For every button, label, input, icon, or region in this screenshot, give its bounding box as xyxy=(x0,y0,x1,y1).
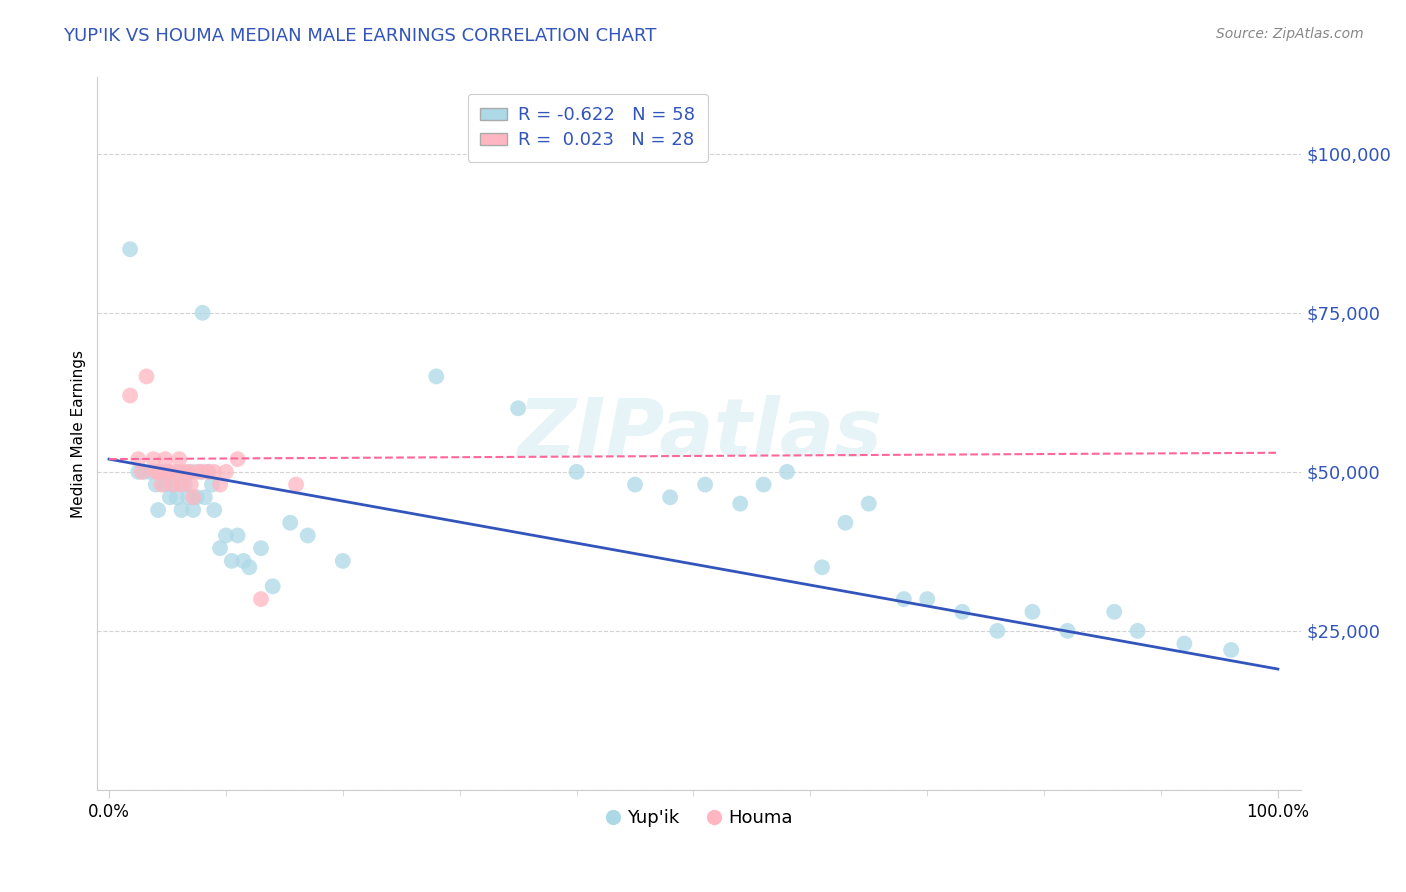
Text: ZIPatlas: ZIPatlas xyxy=(517,394,882,473)
Point xyxy=(186,491,208,505)
Point xyxy=(1220,643,1243,657)
Point xyxy=(188,465,211,479)
Point xyxy=(120,242,142,256)
Text: Source: ZipAtlas.com: Source: ZipAtlas.com xyxy=(1216,27,1364,41)
Point xyxy=(221,554,243,568)
Point xyxy=(159,491,181,505)
Point xyxy=(197,465,219,479)
Point xyxy=(262,579,284,593)
Point xyxy=(232,554,254,568)
Point xyxy=(145,465,167,479)
Point xyxy=(209,477,232,491)
Point xyxy=(565,465,588,479)
Point xyxy=(181,503,204,517)
Point xyxy=(127,465,149,479)
Point xyxy=(215,465,238,479)
Point xyxy=(950,605,973,619)
Point xyxy=(659,491,682,505)
Point xyxy=(142,452,165,467)
Point xyxy=(177,465,200,479)
Point xyxy=(508,401,530,416)
Point xyxy=(167,452,190,467)
Point xyxy=(146,465,169,479)
Point xyxy=(180,465,202,479)
Point xyxy=(215,528,238,542)
Point xyxy=(191,465,214,479)
Point xyxy=(250,592,273,607)
Point xyxy=(834,516,856,530)
Point xyxy=(893,592,915,607)
Point xyxy=(174,465,197,479)
Legend: Yup'ik, Houma: Yup'ik, Houma xyxy=(599,802,800,834)
Point xyxy=(425,369,447,384)
Point xyxy=(226,452,249,467)
Point xyxy=(752,477,775,491)
Point xyxy=(162,477,184,491)
Point xyxy=(170,503,193,517)
Point xyxy=(201,477,224,491)
Point xyxy=(146,503,169,517)
Point xyxy=(127,452,149,467)
Point xyxy=(728,497,751,511)
Point xyxy=(226,528,249,542)
Point xyxy=(202,465,225,479)
Point xyxy=(177,491,200,505)
Text: YUP'IK VS HOUMA MEDIAN MALE EARNINGS CORRELATION CHART: YUP'IK VS HOUMA MEDIAN MALE EARNINGS COR… xyxy=(63,27,657,45)
Point xyxy=(186,465,208,479)
Point xyxy=(191,306,214,320)
Point xyxy=(197,465,219,479)
Point xyxy=(120,388,142,402)
Point xyxy=(156,465,179,479)
Point xyxy=(1173,637,1195,651)
Point xyxy=(858,497,880,511)
Point xyxy=(1102,605,1125,619)
Point xyxy=(159,465,181,479)
Point xyxy=(915,592,938,607)
Point xyxy=(1126,624,1149,638)
Point xyxy=(297,528,319,542)
Point xyxy=(1021,605,1043,619)
Point xyxy=(166,465,188,479)
Point xyxy=(811,560,834,574)
Point xyxy=(278,516,301,530)
Point xyxy=(167,465,190,479)
Point xyxy=(202,503,225,517)
Point xyxy=(194,491,217,505)
Point xyxy=(285,477,308,491)
Point xyxy=(181,491,204,505)
Point xyxy=(156,465,179,479)
Point xyxy=(145,477,167,491)
Point xyxy=(776,465,799,479)
Point xyxy=(131,465,153,479)
Point xyxy=(170,477,193,491)
Point xyxy=(250,541,273,556)
Point xyxy=(150,465,173,479)
Point xyxy=(174,477,197,491)
Point xyxy=(238,560,260,574)
Point xyxy=(695,477,717,491)
Point xyxy=(135,369,157,384)
Point xyxy=(139,465,162,479)
Point xyxy=(209,541,232,556)
Point xyxy=(132,465,155,479)
Point xyxy=(1056,624,1078,638)
Point xyxy=(332,554,354,568)
Y-axis label: Median Male Earnings: Median Male Earnings xyxy=(72,350,86,517)
Point xyxy=(162,477,184,491)
Point xyxy=(166,491,188,505)
Point xyxy=(150,477,173,491)
Point xyxy=(153,452,176,467)
Point xyxy=(180,477,202,491)
Point xyxy=(153,477,176,491)
Point xyxy=(624,477,647,491)
Point xyxy=(986,624,1008,638)
